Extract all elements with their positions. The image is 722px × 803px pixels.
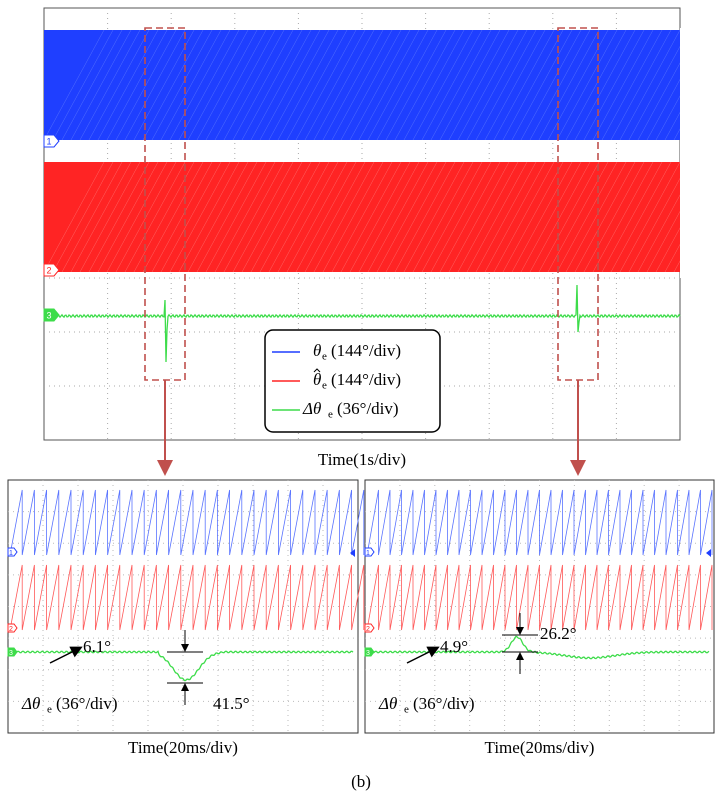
channel-tag — [364, 623, 375, 633]
legend-symbol: θ — [313, 341, 321, 360]
annotation: 41.5° — [213, 694, 250, 713]
green-trace — [11, 650, 354, 682]
x-label: Time(1s/div) — [318, 450, 406, 469]
label-scale: (36°/div) — [56, 694, 118, 713]
channel-tag — [364, 647, 375, 657]
channel-number: 2 — [366, 626, 370, 633]
pointer — [49, 646, 83, 664]
red-trace — [9, 564, 365, 631]
channel-number: 1 — [46, 136, 51, 146]
channel-tag — [43, 263, 60, 277]
channel-number: 1 — [9, 550, 13, 557]
label-subscript: e — [47, 704, 52, 716]
annotation: 4.9° — [440, 637, 468, 656]
legend-symbol: θ — [313, 370, 321, 389]
x-label: Time(20ms/div) — [485, 738, 595, 757]
channel-number: 3 — [9, 650, 13, 657]
annotation: 6.1° — [83, 637, 111, 656]
channel-number: 2 — [9, 626, 13, 633]
pointer — [406, 646, 440, 664]
legend-scale: (144°/div) — [331, 370, 401, 389]
green-trace — [368, 635, 710, 660]
legend — [264, 329, 441, 433]
label-symbol: Δθ — [21, 694, 40, 713]
channel-number: 2 — [46, 265, 51, 275]
channel-tag — [43, 308, 60, 322]
label-symbol: Δθ — [378, 694, 397, 713]
mask — [680, 28, 722, 278]
annotation: 26.2° — [540, 624, 577, 643]
legend-symbol: Δθ — [302, 399, 321, 418]
channel-number: 3 — [366, 650, 370, 657]
ch-marker — [350, 549, 355, 557]
blue-trace — [366, 489, 713, 556]
red-trace — [366, 564, 713, 631]
channel-tag — [7, 623, 18, 633]
band-lines — [43, 28, 722, 278]
legend-subscript: e — [322, 351, 327, 363]
band-texture — [43, 161, 722, 273]
label-scale: (36°/div) — [413, 694, 475, 713]
blue-trace — [9, 489, 365, 556]
label-subscript: e — [404, 704, 409, 716]
hat — [313, 368, 321, 373]
green-trace — [43, 284, 681, 363]
channel-tag — [43, 134, 60, 148]
legend-scale: (36°/div) — [337, 399, 399, 418]
band-texture — [43, 29, 722, 141]
channel-tag — [7, 547, 18, 557]
channel-number: 3 — [46, 310, 51, 320]
channel-number: 1 — [366, 550, 370, 557]
channel-tag — [7, 647, 18, 657]
legend-scale: (144°/div) — [331, 341, 401, 360]
caption: (b) — [351, 772, 371, 791]
channel-tag — [364, 547, 375, 557]
legend-subscript: e — [328, 409, 333, 421]
legend-subscript: e — [322, 380, 327, 392]
x-label: Time(20ms/div) — [128, 738, 238, 757]
ch-marker — [706, 549, 711, 557]
